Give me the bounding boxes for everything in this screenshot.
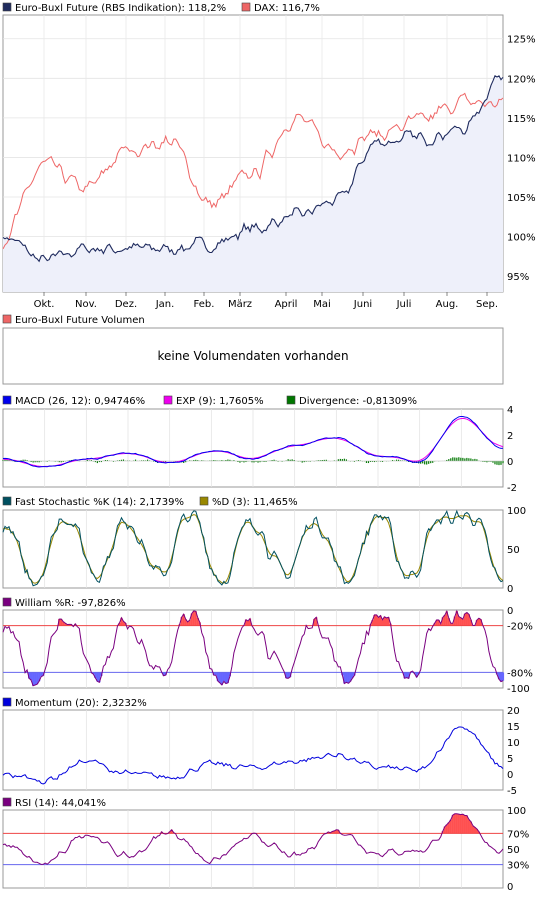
main-x-tick: Sep. (476, 299, 498, 310)
rsi-line (2, 813, 504, 865)
legend-dax: DAX: 116,7% (254, 3, 320, 14)
main-x-tick: Juli (396, 299, 412, 310)
main-y-tick: 120% (507, 74, 536, 85)
legend-stoch-k-swatch (2, 496, 12, 506)
euro-buxl-line (2, 74, 504, 263)
rsi-y-tick: 30% (507, 861, 529, 872)
legend-dax-swatch (241, 2, 251, 12)
momentum-y-tick: 15 (507, 722, 520, 733)
main-y-tick: 110% (507, 153, 536, 164)
legend-macd-swatch (2, 395, 12, 405)
william-y-tick: 0 (507, 606, 513, 617)
stoch-y-tick: 50 (507, 545, 520, 556)
legend-rsi: RSI (14): 44,041% (15, 798, 106, 809)
momentum-y-tick: 5 (507, 754, 513, 765)
main-y-tick: 95% (507, 272, 529, 283)
william-line (2, 609, 504, 687)
dax-line (2, 92, 504, 250)
stoch-k-line (2, 509, 504, 587)
william-y-tick: -80% (507, 668, 533, 679)
legend-william-swatch (2, 597, 12, 607)
legend-euro-buxl: Euro-Buxl Future (RBS Indikation): 118,2… (15, 3, 226, 14)
main-x-tick: Mai (313, 299, 331, 310)
legend-stoch-d-swatch (199, 496, 209, 506)
rsi-y-tick: 70% (507, 829, 529, 840)
stoch-y-tick: 100 (507, 506, 526, 517)
main-y-tick: 115% (507, 114, 536, 125)
momentum-y-tick: 0 (507, 770, 513, 781)
legend-divergence-swatch (286, 395, 296, 405)
euro-buxl-area (3, 75, 503, 292)
main-x-tick: März (228, 299, 252, 310)
rsi-y-tick: 50 (507, 845, 520, 856)
legend-william: William %R: -97,826% (15, 598, 126, 609)
main-x-tick: Okt. (34, 299, 55, 310)
macd-y-tick: 4 (507, 405, 513, 416)
legend-exp-swatch (163, 395, 173, 405)
legend-stoch-d: %D (3): 11,465% (212, 497, 298, 508)
legend-macd: MACD (26, 12): 0,94746% (15, 396, 145, 407)
legend-euro-buxl-swatch (2, 2, 12, 12)
legend-volume-swatch (2, 314, 12, 324)
main-x-tick: Feb. (194, 299, 215, 310)
william-y-tick: -20% (507, 622, 533, 633)
rsi-y-tick: 0 (507, 882, 513, 893)
main-y-tick: 100% (507, 233, 536, 244)
main-x-tick: Nov. (75, 299, 97, 310)
legend-momentum-swatch (2, 697, 12, 707)
legend-momentum: Momentum (20): 2,3232% (15, 698, 147, 709)
macd-y-tick: -2 (507, 483, 517, 494)
macd-line (2, 416, 504, 468)
legend-stoch-k: Fast Stochastic %K (14): 2,1739% (15, 497, 184, 508)
main-x-tick: Jan. (155, 299, 175, 310)
macd-y-tick: 0 (507, 457, 513, 468)
legend-divergence: Divergence: -0,81309% (299, 396, 417, 407)
momentum-y-tick: 20 (507, 706, 520, 717)
main-x-tick: Dez. (115, 299, 137, 310)
macd-y-tick: 2 (507, 431, 513, 442)
main-y-tick: 105% (507, 193, 536, 204)
momentum-line (2, 726, 504, 785)
stoch-y-tick: 0 (507, 584, 513, 595)
rsi-y-tick: 100 (507, 806, 526, 817)
momentum-y-tick: -5 (507, 786, 517, 797)
main-x-tick: April (275, 299, 298, 310)
william-y-tick: -100 (507, 684, 530, 695)
legend-volume: Euro-Buxl Future Volumen (15, 315, 145, 326)
volume-panel-frame (2, 327, 504, 385)
main-x-tick: Juni (353, 299, 372, 310)
volume-no-data-message: keine Volumendaten vorhanden (157, 349, 348, 363)
main-y-tick: 125% (507, 35, 536, 46)
legend-exp: EXP (9): 1,7605% (176, 396, 264, 407)
momentum-y-tick: 10 (507, 738, 520, 749)
legend-rsi-swatch (2, 797, 12, 807)
main-x-tick: Aug. (436, 299, 459, 310)
